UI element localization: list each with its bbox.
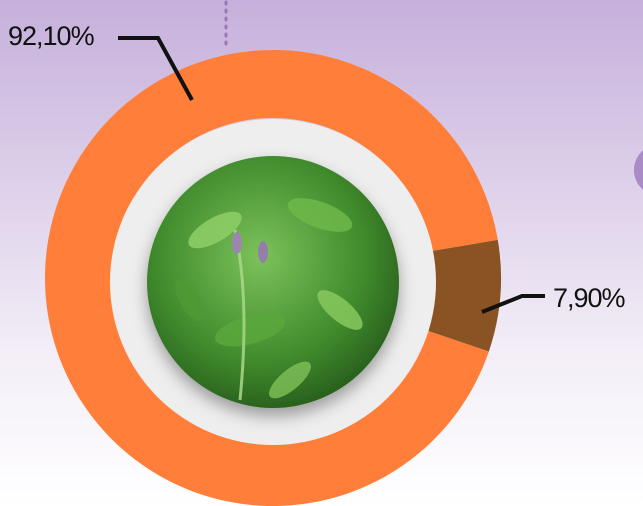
donut-segment <box>424 239 502 352</box>
leader-line <box>481 294 545 314</box>
leader-line <box>118 36 194 101</box>
value-label: 92,10% <box>8 21 95 51</box>
photo-leaves <box>175 198 363 401</box>
decor-circle <box>634 150 643 190</box>
value-label: 7,90% <box>553 283 626 313</box>
